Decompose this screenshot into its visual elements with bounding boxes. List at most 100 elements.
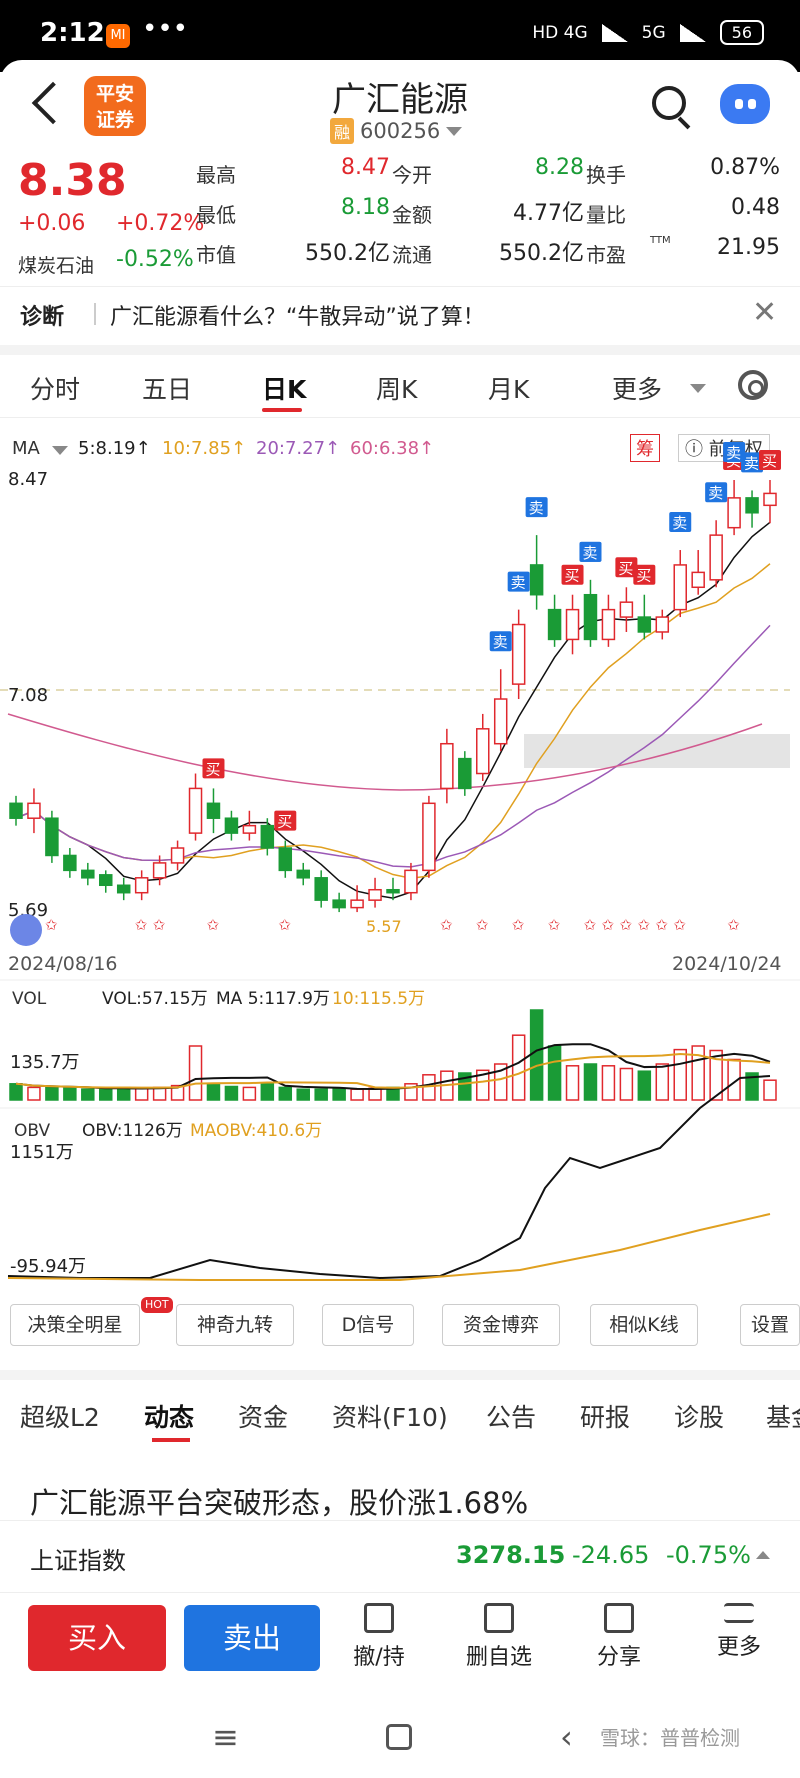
menu-nav-icon[interactable]: ≡ <box>212 1718 239 1756</box>
candle[interactable] <box>368 888 382 901</box>
sell-signal[interactable] <box>741 452 764 473</box>
candle[interactable] <box>296 869 310 879</box>
share-button[interactable]: 分享 <box>574 1603 664 1671</box>
sell-signal[interactable] <box>705 482 728 503</box>
capital-game-button[interactable]: 资金博弈 <box>442 1304 560 1346</box>
candle[interactable] <box>188 787 203 834</box>
candle[interactable] <box>673 564 687 611</box>
candle[interactable] <box>27 802 41 819</box>
ma-label[interactable]: MA <box>12 438 40 459</box>
candle[interactable] <box>99 874 113 887</box>
search-icon[interactable] <box>652 86 686 120</box>
similar-k-button[interactable]: 相似K线 <box>590 1304 698 1346</box>
sell-signal[interactable] <box>579 541 602 562</box>
candle[interactable] <box>655 616 670 633</box>
chevron-down-icon[interactable] <box>52 446 68 455</box>
tab-research[interactable]: 研报 <box>580 1403 631 1432</box>
gear-icon[interactable] <box>738 370 768 400</box>
candle[interactable] <box>278 847 293 872</box>
candle[interactable] <box>727 497 741 529</box>
tab-more[interactable]: 更多 <box>612 375 663 404</box>
chevron-up-icon[interactable] <box>756 1551 770 1559</box>
tab-weekly-k[interactable]: 周K <box>376 375 418 404</box>
settings-button[interactable]: 设置 <box>740 1304 800 1346</box>
candle[interactable] <box>440 742 454 790</box>
stock-code-selector[interactable]: 融 600256 <box>330 118 463 144</box>
candle[interactable] <box>45 817 59 857</box>
diagnosis-bar[interactable]: 诊断 广汇能源看什么？“牛散异动”说了算！ ✕ <box>0 286 800 338</box>
candle[interactable] <box>134 877 149 894</box>
buy-signal[interactable] <box>633 564 656 585</box>
tab-announcement[interactable]: 公告 <box>486 1403 537 1432</box>
candle[interactable] <box>404 869 418 894</box>
sell-signal[interactable] <box>723 442 746 462</box>
candle[interactable] <box>565 608 580 641</box>
candle[interactable] <box>242 824 257 834</box>
sell-signal[interactable] <box>525 497 548 518</box>
decision-stars-button[interactable]: 决策全明星 HOT <box>10 1297 173 1346</box>
candle[interactable] <box>350 899 364 909</box>
obv-indicator[interactable]: OBV <box>14 1121 51 1141</box>
expand-icon[interactable] <box>10 914 42 946</box>
candle[interactable] <box>745 497 759 514</box>
candle[interactable] <box>224 817 239 834</box>
tab-diagnose[interactable]: 诊股 <box>674 1403 725 1432</box>
buy-signal[interactable] <box>274 810 297 831</box>
sell-signal[interactable] <box>669 512 692 533</box>
candle[interactable] <box>493 698 508 745</box>
tab-capital[interactable]: 资金 <box>238 1403 289 1432</box>
candle[interactable] <box>9 802 23 819</box>
candle[interactable] <box>547 608 562 641</box>
sell-signal[interactable] <box>507 571 530 592</box>
candle[interactable] <box>63 854 77 872</box>
buy-signal[interactable] <box>202 758 225 779</box>
buy-signal[interactable] <box>561 564 584 585</box>
candle[interactable] <box>332 899 346 909</box>
sell-button[interactable]: 卖出 <box>184 1605 320 1671</box>
tab-news[interactable]: 动态 <box>144 1403 195 1432</box>
d-signal-button[interactable]: D信号 <box>322 1304 414 1346</box>
magic-nine-button[interactable]: 神奇九转 <box>176 1304 294 1346</box>
candle[interactable] <box>619 601 634 618</box>
candle[interactable] <box>116 884 131 894</box>
close-icon[interactable]: ✕ <box>752 295 778 330</box>
candle[interactable] <box>458 757 472 790</box>
candle[interactable] <box>386 888 400 894</box>
candle[interactable] <box>422 802 436 872</box>
candle[interactable] <box>637 616 652 633</box>
home-nav-icon[interactable] <box>386 1724 412 1750</box>
candle[interactable] <box>152 862 167 879</box>
candle[interactable] <box>206 802 221 819</box>
tab-f10[interactable]: 资料(F10) <box>332 1403 448 1432</box>
candle[interactable] <box>170 847 185 864</box>
kline-chart[interactable]: 买买卖卖卖买卖买卖买卖卖买卖卖买 ✩✩✩✩✩✩✩✩✩✩✩✩✩✩✩✩ 8.47 7… <box>0 418 800 1298</box>
candle[interactable] <box>314 877 328 901</box>
sell-signal[interactable] <box>489 631 512 652</box>
tab-daily-k[interactable]: 日K <box>262 375 307 404</box>
candle[interactable] <box>691 571 705 589</box>
buy-signal[interactable] <box>759 450 781 470</box>
back-nav-icon[interactable]: ‹ <box>560 1718 573 1756</box>
tab-five-day[interactable]: 五日 <box>142 375 193 404</box>
tab-l2[interactable]: 超级L2 <box>20 1403 100 1432</box>
news-headline[interactable]: 广汇能源平台突破形态，股价涨1.68% <box>30 1486 529 1520</box>
tab-monthly-k[interactable]: 月K <box>488 375 530 404</box>
buy-button[interactable]: 买入 <box>28 1605 166 1671</box>
more-button[interactable]: 更多 <box>694 1603 784 1661</box>
candle[interactable] <box>583 593 598 641</box>
remove-watchlist-button[interactable]: 删自选 <box>454 1603 544 1671</box>
candle[interactable] <box>763 492 777 507</box>
candle[interactable] <box>476 728 490 775</box>
candle[interactable] <box>260 824 275 849</box>
tab-fund[interactable]: 基金 <box>766 1403 800 1432</box>
candle[interactable] <box>511 623 526 685</box>
vol-indicator[interactable]: VOL <box>12 989 47 1009</box>
buy-signal[interactable] <box>615 557 638 578</box>
chip-button[interactable]: 筹 <box>630 434 660 462</box>
candle[interactable] <box>709 534 723 581</box>
tab-intraday[interactable]: 分时 <box>30 375 81 404</box>
index-ticker[interactable]: 上证指数 3278.15 -24.65 -0.75% <box>0 1520 800 1590</box>
cancel-hold-button[interactable]: 撤/持 <box>334 1603 424 1671</box>
candle[interactable] <box>601 608 616 641</box>
candle[interactable] <box>81 869 95 879</box>
